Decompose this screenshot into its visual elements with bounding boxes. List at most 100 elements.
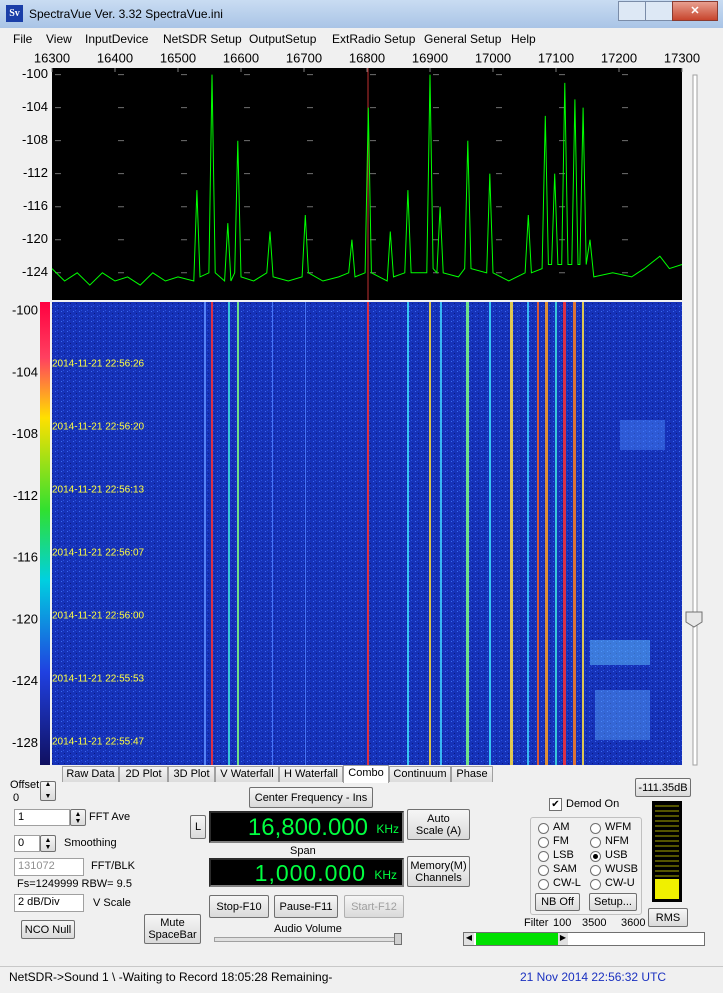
x-tick-label: 16400 (97, 50, 133, 65)
lock-button[interactable]: L (190, 815, 206, 839)
timestamp: 2014-11-21 22:55:53 (52, 674, 145, 685)
stop-button[interactable]: Stop-F10 (209, 895, 269, 918)
y-tick-label: -104 (22, 99, 48, 114)
scale-tick-label: -124 (12, 673, 38, 688)
mode-radio[interactable] (590, 823, 601, 834)
y-tick-label: -120 (22, 231, 48, 246)
offset-label: Offset (10, 779, 40, 791)
fft-ave-value[interactable]: 1 (14, 809, 70, 826)
mute-button[interactable]: Mute SpaceBar (144, 914, 201, 944)
offset-spinner[interactable]: ▲ ▼ (40, 781, 56, 801)
scale-tick-label: -128 (12, 735, 38, 750)
timestamp: 2014-11-21 22:56:20 (52, 422, 145, 433)
mode-label: CW-U (605, 877, 635, 889)
menu-item[interactable]: View (46, 32, 72, 46)
menu-item[interactable]: NetSDR Setup (163, 32, 242, 46)
mode-radio[interactable] (538, 851, 549, 862)
span-label: Span (290, 845, 316, 857)
scale-tick-label: -112 (13, 488, 38, 503)
menu-item[interactable]: General Setup (424, 32, 502, 46)
nb-off-button[interactable]: NB Off (535, 893, 580, 911)
tab[interactable]: 2D Plot (119, 766, 168, 782)
fft-blk-select[interactable]: 131072 (14, 858, 84, 876)
offset-value[interactable]: 0 (13, 792, 20, 804)
level-meter-bar (655, 879, 679, 899)
close-button[interactable]: ✕ (672, 1, 718, 21)
mode-label: WUSB (605, 863, 638, 875)
vscale-select[interactable]: 2 dB/Div (14, 894, 84, 912)
mode-label: SAM (553, 863, 577, 875)
window-title: SpectraVue Ver. 3.32 SpectraVue.ini (29, 7, 223, 21)
level-meter-scale (655, 805, 679, 877)
tab[interactable]: H Waterfall (279, 766, 343, 782)
tab[interactable]: V Waterfall (215, 766, 279, 782)
menu-item[interactable]: Help (511, 32, 536, 46)
mode-radio[interactable] (538, 837, 549, 848)
span-display: 1,000.000 KHz (209, 858, 404, 887)
audio-volume-thumb[interactable] (394, 933, 402, 945)
tab[interactable]: Combo (343, 765, 389, 783)
status-right: 21 Nov 2014 22:56:32 UTC (520, 970, 667, 984)
start-button[interactable]: Start-F12 (344, 895, 404, 918)
timestamp: 2014-11-21 22:56:00 (52, 611, 145, 622)
scale-tick-label: -116 (13, 550, 38, 565)
mode-group (530, 817, 642, 915)
app-icon: Sv (6, 5, 23, 22)
filter-slider[interactable]: ◀ ▶ (463, 932, 705, 946)
x-tick-label: 17000 (475, 50, 511, 65)
mode-radio[interactable] (538, 823, 549, 834)
timestamp: 2014-11-21 22:56:13 (52, 485, 145, 496)
smoothing-spinner[interactable]: ▲ ▼ (40, 835, 56, 852)
spectrum-display: 16300 16400 16500 16600 16700 16800 16900 17000… (11, 50, 703, 766)
mode-label: FM (553, 835, 569, 847)
filter-right[interactable]: ▶ (558, 933, 568, 945)
memory-button[interactable]: Memory(M) Channels (407, 856, 470, 887)
scale-tick-label: -104 (12, 364, 38, 379)
menu-item[interactable]: ExtRadio Setup (332, 32, 416, 46)
vscale-label: V Scale (93, 897, 131, 909)
filter-left[interactable]: ◀ (464, 933, 474, 945)
mode-label: WFM (605, 821, 632, 833)
pause-button[interactable]: Pause-F11 (274, 895, 338, 918)
filter-low: 100 (553, 917, 572, 929)
x-tick-label: 17100 (538, 50, 574, 65)
title-bar (0, 0, 723, 28)
y-tick-label: -108 (22, 132, 48, 147)
mode-label: CW-L (553, 877, 581, 889)
fft-ave-spinner[interactable]: ▲ ▼ (70, 809, 86, 826)
audio-volume-slider[interactable] (214, 937, 400, 942)
x-tick-label: 16900 (412, 50, 448, 65)
mode-radio[interactable] (590, 851, 601, 862)
demod-checkbox[interactable]: ✔ (549, 798, 562, 811)
tab[interactable]: Continuum (389, 766, 451, 782)
span-unit: KHz (374, 868, 397, 882)
auto-scale-button[interactable]: Auto Scale (A) (407, 809, 470, 840)
x-tick-label: 16800 (349, 50, 385, 65)
smoothing-value[interactable]: 0 (14, 835, 40, 852)
mode-radio[interactable] (590, 837, 601, 848)
tab[interactable]: Raw Data (62, 766, 119, 782)
scale-slider-thumb[interactable] (685, 611, 703, 628)
spectrum-trace (51, 74, 683, 286)
x-tick-label: 16700 (286, 50, 322, 65)
mode-radio[interactable] (538, 879, 549, 890)
x-tick-label: 16300 (34, 50, 70, 65)
menu-item[interactable]: File (13, 32, 33, 46)
setup-button[interactable]: Setup... (589, 893, 637, 911)
span-value: 1,000.000 (254, 860, 366, 886)
tab[interactable]: 3D Plot (168, 766, 215, 782)
timestamp: 2014-11-21 22:55:47 (52, 737, 145, 748)
nco-null-button[interactable]: NCO Null (21, 920, 75, 939)
center-frequency-button[interactable]: Center Frequency - Ins (249, 787, 373, 808)
level-readout: -111.35dB (635, 778, 691, 797)
mode-radio[interactable] (538, 865, 549, 876)
y-tick-label: -124 (22, 264, 48, 279)
menu-item[interactable]: OutputSetup (249, 32, 317, 46)
menu-item[interactable]: InputDevice (85, 32, 149, 46)
rms-button[interactable]: RMS (648, 908, 688, 927)
tab[interactable]: Phase (451, 766, 493, 782)
mode-radio[interactable] (590, 879, 601, 890)
fft-ave-label: FFT Ave (89, 811, 131, 823)
mode-radio[interactable] (590, 865, 601, 876)
menu-bar: File View InputDevice NetSDR Setup OutputSet… (0, 30, 723, 48)
